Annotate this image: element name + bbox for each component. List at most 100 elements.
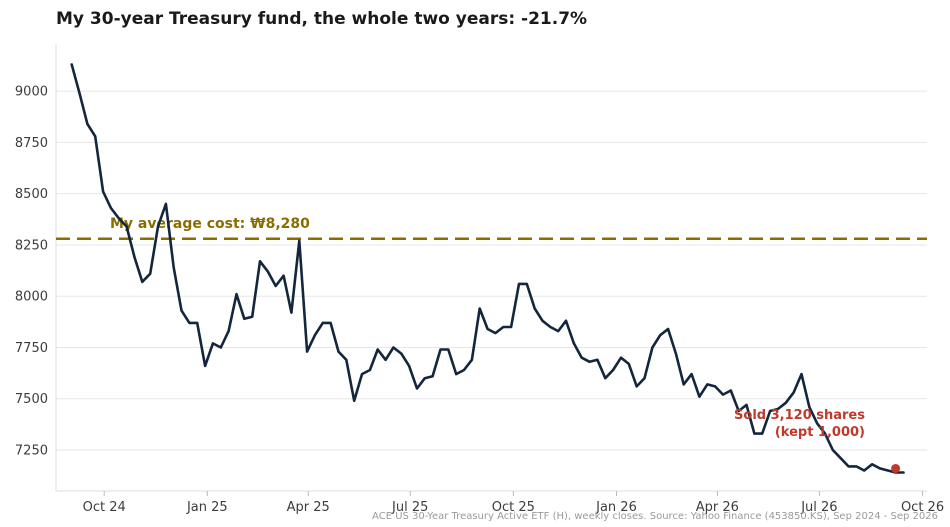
data-point bbox=[486, 328, 489, 331]
data-point bbox=[298, 239, 301, 242]
x-tick-label: Jul 25 bbox=[391, 500, 428, 515]
average-cost-label: My average cost: ₩8,280 bbox=[110, 216, 310, 232]
data-point bbox=[855, 465, 858, 468]
data-point bbox=[439, 348, 442, 351]
price-points bbox=[70, 63, 905, 474]
x-tick-label: Oct 26 bbox=[901, 500, 944, 515]
data-point bbox=[737, 410, 740, 413]
data-point bbox=[745, 403, 748, 406]
data-point bbox=[313, 334, 316, 337]
data-point bbox=[321, 321, 324, 324]
data-point bbox=[408, 364, 411, 367]
x-tick-label: Apr 26 bbox=[696, 500, 739, 515]
data-point bbox=[141, 280, 144, 283]
data-point bbox=[164, 202, 167, 205]
data-point bbox=[604, 377, 607, 380]
data-point bbox=[109, 207, 112, 210]
data-point bbox=[478, 307, 481, 310]
data-point bbox=[447, 348, 450, 351]
data-point bbox=[180, 309, 183, 312]
x-tick-label: Jul 26 bbox=[800, 500, 837, 515]
data-point bbox=[266, 270, 269, 273]
sale-annotation-line2: (kept 1,000) bbox=[775, 425, 865, 440]
data-point bbox=[714, 385, 717, 388]
data-point bbox=[871, 463, 874, 466]
data-point bbox=[235, 293, 238, 296]
data-point bbox=[157, 225, 160, 228]
data-point bbox=[635, 385, 638, 388]
y-axis-ticks: 7250 7500 7750 8000 8250 8500 8750 9000 bbox=[15, 85, 48, 459]
data-point bbox=[619, 356, 622, 359]
data-point bbox=[533, 307, 536, 310]
data-point bbox=[831, 448, 834, 451]
data-point bbox=[808, 405, 811, 408]
data-point bbox=[659, 334, 662, 337]
data-point bbox=[839, 457, 842, 460]
data-point bbox=[227, 330, 230, 333]
data-point bbox=[125, 225, 128, 228]
y-tick-label: 7750 bbox=[15, 341, 48, 356]
data-point bbox=[902, 471, 905, 474]
data-point bbox=[368, 369, 371, 372]
data-point bbox=[667, 328, 670, 331]
y-tick-label: 7500 bbox=[15, 392, 48, 407]
data-point bbox=[259, 260, 262, 263]
data-point bbox=[847, 465, 850, 468]
x-tick-label: Oct 25 bbox=[492, 500, 535, 515]
y-tick-label: 8000 bbox=[15, 290, 48, 305]
source-note: ACE US 30-Year Treasury Active ETF (H), … bbox=[372, 511, 938, 522]
y-tick-label: 8500 bbox=[15, 187, 48, 202]
data-point bbox=[776, 407, 779, 410]
data-point bbox=[816, 422, 819, 425]
data-point bbox=[431, 375, 434, 378]
data-point bbox=[306, 350, 309, 353]
data-point bbox=[706, 383, 709, 386]
data-point bbox=[878, 467, 881, 470]
data-point bbox=[557, 330, 560, 333]
data-point bbox=[470, 358, 473, 361]
data-point bbox=[792, 391, 795, 394]
data-point bbox=[415, 387, 418, 390]
data-point bbox=[651, 346, 654, 349]
y-tick-label: 8250 bbox=[15, 238, 48, 253]
y-tick-label: 9000 bbox=[15, 85, 48, 100]
data-point bbox=[800, 373, 803, 376]
data-point bbox=[753, 432, 756, 435]
data-point bbox=[282, 274, 285, 277]
x-axis-ticks: Oct 24 Jan 25 Apr 25 Jul 25 Oct 25 Jan 26 Apr … bbox=[83, 491, 944, 515]
data-point bbox=[345, 358, 348, 361]
data-point bbox=[251, 315, 254, 318]
data-point bbox=[823, 432, 826, 435]
data-point bbox=[423, 377, 426, 380]
data-point bbox=[682, 383, 685, 386]
data-point bbox=[376, 348, 379, 351]
data-point bbox=[78, 92, 81, 95]
data-point bbox=[690, 373, 693, 376]
data-point bbox=[102, 190, 105, 193]
data-point bbox=[455, 373, 458, 376]
chart-title: My 30-year Treasury fund, the whole two … bbox=[56, 9, 588, 29]
data-point bbox=[596, 358, 599, 361]
y-tick-label: 8750 bbox=[15, 136, 48, 151]
data-point bbox=[698, 395, 701, 398]
data-point bbox=[219, 346, 222, 349]
y-tick-label: 7250 bbox=[15, 443, 48, 458]
data-point bbox=[525, 282, 528, 285]
data-point bbox=[627, 362, 630, 365]
data-point bbox=[329, 321, 332, 324]
x-tick-label: Apr 25 bbox=[287, 500, 330, 515]
data-point bbox=[612, 369, 615, 372]
data-point bbox=[204, 364, 207, 367]
data-point bbox=[643, 377, 646, 380]
x-tick-label: Jan 25 bbox=[186, 500, 228, 515]
sale-marker bbox=[891, 463, 901, 473]
data-point bbox=[541, 319, 544, 322]
data-point bbox=[674, 352, 677, 355]
data-point bbox=[572, 342, 575, 345]
data-point bbox=[517, 282, 520, 285]
data-point bbox=[361, 373, 364, 376]
grid-lines bbox=[56, 90, 927, 451]
data-point bbox=[211, 342, 214, 345]
data-point bbox=[384, 358, 387, 361]
